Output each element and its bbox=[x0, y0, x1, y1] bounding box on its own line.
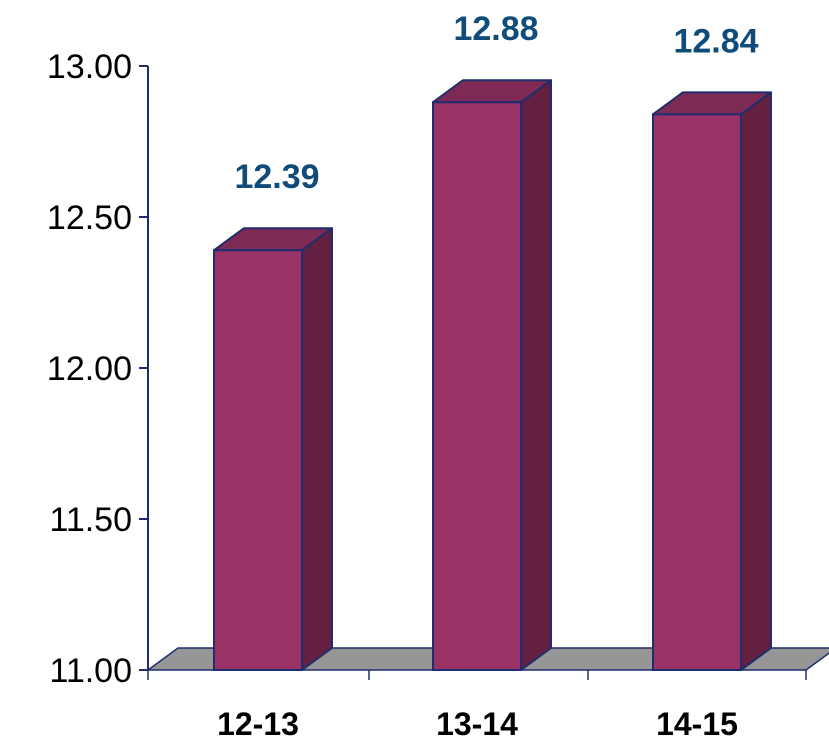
y-tick-label: 12.50 bbox=[47, 199, 132, 237]
y-axis-ticks: 11.00 11.50 12.00 12.50 13.00 bbox=[47, 48, 148, 690]
bar-side-face bbox=[520, 79, 552, 671]
category-label: 12-13 bbox=[217, 706, 299, 742]
bar-side-face bbox=[301, 227, 333, 671]
bar-side-face bbox=[740, 91, 772, 671]
value-labels: 12.39 12.88 12.84 bbox=[234, 10, 758, 196]
y-tick-label: 11.00 bbox=[49, 652, 132, 690]
category-label: 14-15 bbox=[656, 706, 738, 742]
bar bbox=[432, 79, 552, 672]
y-tick-label: 12.00 bbox=[47, 350, 132, 388]
category-label: 13-14 bbox=[436, 706, 518, 742]
bar-front-face bbox=[652, 113, 742, 671]
bar bbox=[213, 227, 333, 671]
bar-front-face bbox=[213, 249, 303, 671]
y-tick-label: 11.50 bbox=[49, 501, 132, 539]
value-label: 12.88 bbox=[453, 10, 538, 48]
value-label: 12.39 bbox=[234, 158, 319, 196]
y-tick-label: 13.00 bbox=[47, 48, 132, 86]
value-label: 12.84 bbox=[673, 22, 758, 60]
bar bbox=[652, 91, 772, 671]
bar-front-face bbox=[432, 101, 522, 672]
bar-series bbox=[213, 79, 772, 672]
x-axis-ticks bbox=[147, 670, 807, 680]
category-labels: 12-13 13-14 14-15 bbox=[217, 706, 738, 742]
